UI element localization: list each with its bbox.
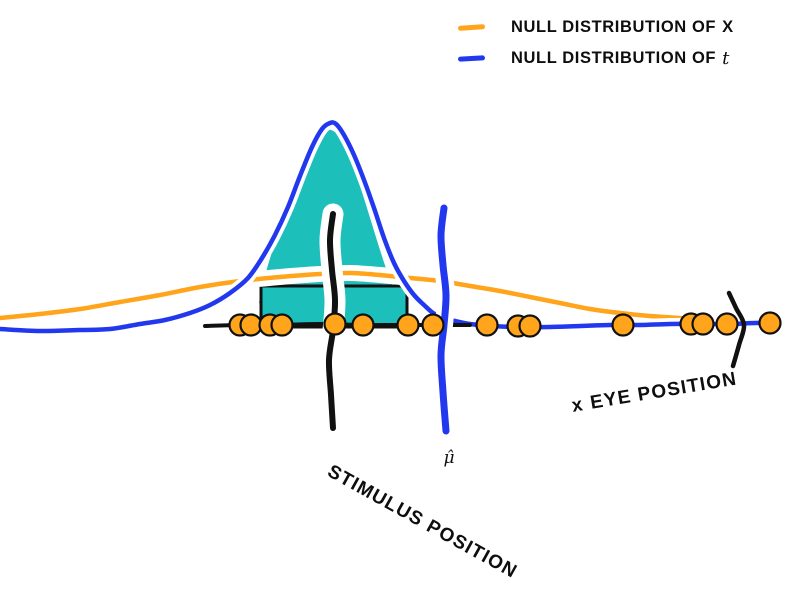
eye-position-dot xyxy=(421,313,445,337)
eye-position-x-marker: x xyxy=(570,394,586,417)
eye-position-dot xyxy=(691,312,715,336)
axis-tick xyxy=(726,290,747,369)
eye-position-dot xyxy=(758,311,782,335)
eye-position-dot xyxy=(518,314,542,338)
t-distribution-swatch-icon xyxy=(457,55,486,62)
legend-item-t: NULL DISTRIBUTION OF t xyxy=(457,43,788,74)
legend: NULL DISTRIBUTION OF X NULL DISTRIBUTION… xyxy=(457,12,788,74)
mu-hat-line xyxy=(437,204,450,435)
eye-position-dot xyxy=(323,312,347,336)
x-distribution-swatch-icon xyxy=(457,24,486,31)
eye-position-dot xyxy=(475,313,499,337)
legend-label: NULL DISTRIBUTION OF xyxy=(511,18,717,36)
eye-position-dot xyxy=(239,313,263,337)
legend-item-x: NULL DISTRIBUTION OF X xyxy=(457,12,788,43)
eye-position-dot xyxy=(270,313,294,337)
eye-position-dot xyxy=(611,313,635,337)
eye-position-dot xyxy=(396,313,420,337)
x-null-curve xyxy=(0,270,719,324)
legend-symbol-x: X xyxy=(722,18,734,36)
legend-label: NULL DISTRIBUTION OF xyxy=(511,49,717,67)
eye-position-dot xyxy=(351,313,375,337)
eye-position-dot xyxy=(715,312,739,336)
t-null-curve xyxy=(0,120,781,334)
legend-symbol-t: t xyxy=(722,48,730,69)
mu-hat-label: μ̂ xyxy=(443,448,455,468)
